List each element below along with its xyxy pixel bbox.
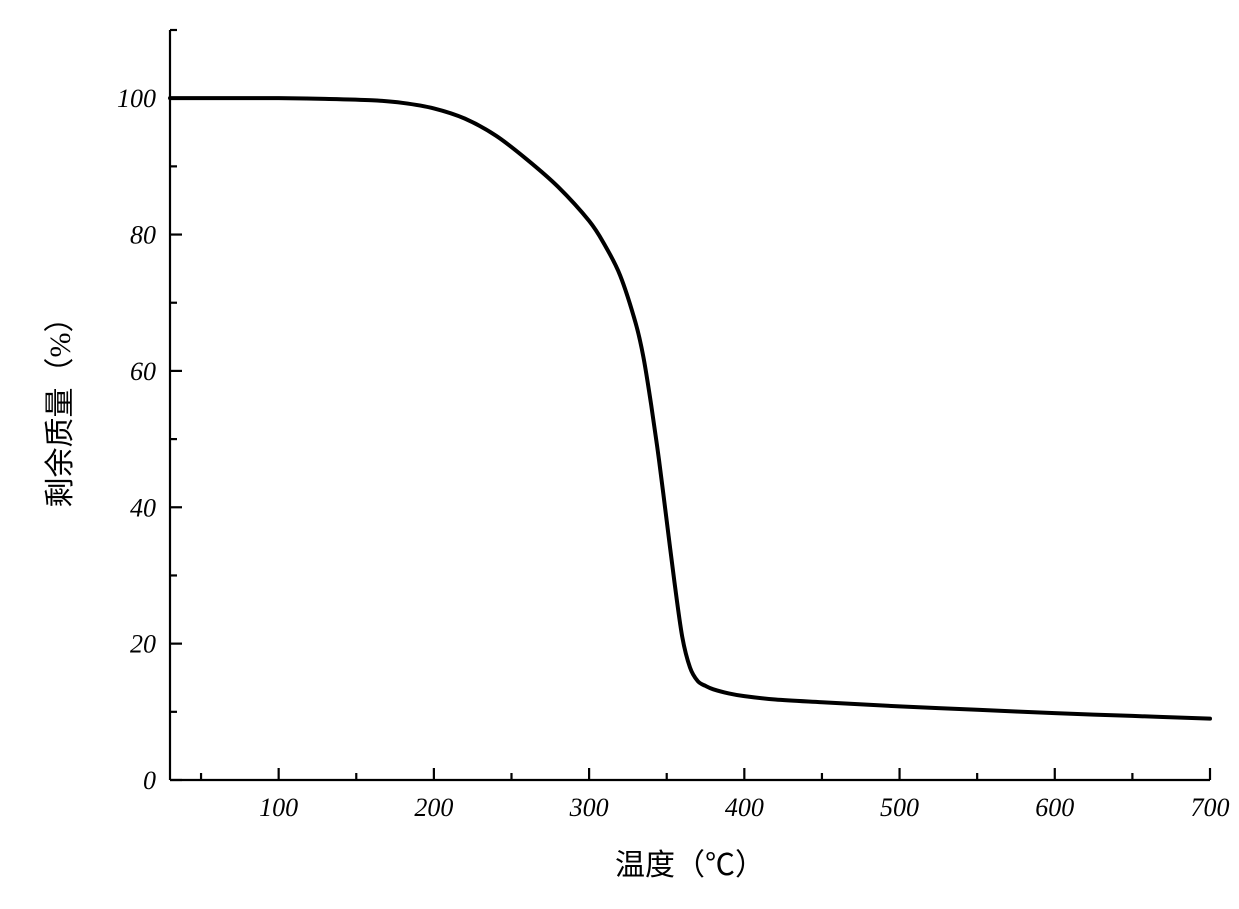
x-tick-label: 700 (1191, 793, 1230, 822)
y-axis-label: 剩余质量（%） (44, 303, 77, 508)
tga-chart: 100 200 300 400 500 600 700 0 20 40 60 80 100 温度（℃） 剩余… (0, 0, 1239, 909)
y-tick-label: 0 (143, 766, 156, 795)
y-tick-label: 100 (117, 84, 156, 113)
chart-svg: 100 200 300 400 500 600 700 0 20 40 60 80 100 温度（℃） 剩余… (0, 0, 1239, 909)
y-tick-label: 60 (130, 357, 156, 386)
y-tick-label: 80 (130, 221, 156, 250)
y-tick-label: 20 (130, 630, 156, 659)
x-tick-label: 300 (569, 793, 609, 822)
x-tick-label: 200 (414, 793, 453, 822)
x-axis-label: 温度（℃） (615, 849, 765, 882)
x-tick-label: 500 (880, 793, 919, 822)
x-tick-label: 600 (1035, 793, 1074, 822)
x-tick-label: 400 (725, 793, 764, 822)
x-tick-label: 100 (259, 793, 298, 822)
y-tick-label: 40 (130, 493, 156, 522)
